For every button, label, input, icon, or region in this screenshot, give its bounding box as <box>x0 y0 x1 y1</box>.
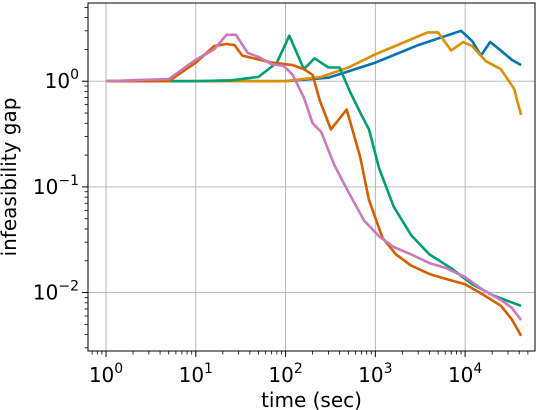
x-axis-label: time (sec) <box>261 388 362 410</box>
y-axis-label: infeasibility gap <box>0 98 21 257</box>
series-line-4 <box>106 42 523 337</box>
y-tick-label: 100 <box>45 67 79 93</box>
y-tick-label: 10−1 <box>33 173 79 199</box>
grid <box>88 3 535 351</box>
x-tick-label: 100 <box>89 361 123 387</box>
x-tick-label: 104 <box>448 361 482 387</box>
axis-ticks: 100 101 102 103 104 10−2 10−1 100 <box>33 6 529 387</box>
plot-series <box>105 29 523 337</box>
x-tick-label: 102 <box>268 361 302 387</box>
x-tick-label: 101 <box>179 361 213 387</box>
y-tick-label: 10−2 <box>33 279 79 305</box>
plot-frame <box>87 2 536 352</box>
series-line-1 <box>106 29 522 83</box>
series-line-5 <box>105 33 523 321</box>
series-line-2 <box>106 31 523 116</box>
x-tick-label: 103 <box>358 361 392 387</box>
